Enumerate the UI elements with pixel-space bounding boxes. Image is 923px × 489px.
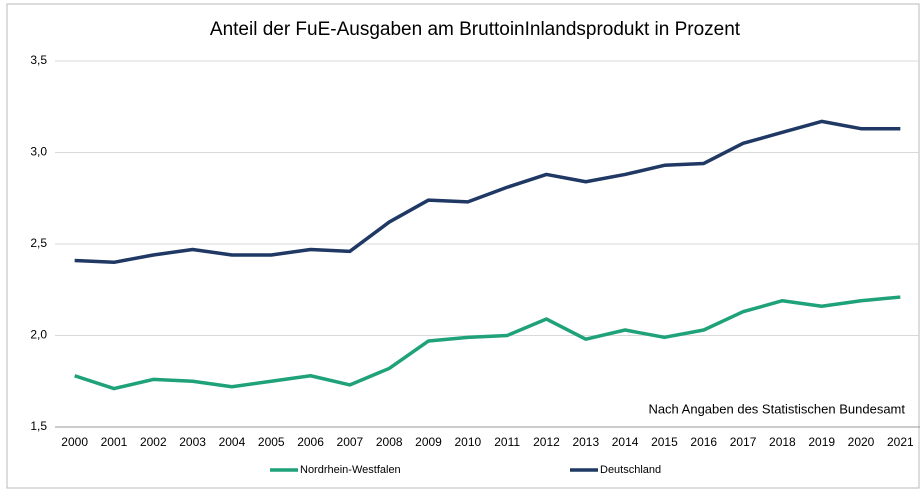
x-tick-label: 2014 [612,435,639,449]
x-tick-label: 2016 [690,435,717,449]
y-tick-label: 2,0 [30,328,47,342]
x-tick-label: 2012 [533,435,560,449]
x-tick-label: 2006 [297,435,324,449]
x-tick-label: 2008 [376,435,403,449]
x-tick-label: 2021 [887,435,914,449]
y-tick-label: 3,0 [30,145,47,159]
x-tick-label: 2005 [258,435,285,449]
x-tick-label: 2000 [61,435,88,449]
x-tick-label: 2011 [494,435,520,449]
series-line [74,295,901,391]
y-tick-label: 1,5 [30,419,47,433]
x-tick-label: 2019 [808,435,835,449]
series-line [74,119,901,265]
chart-frame [6,3,920,489]
x-tick-label: 2010 [454,435,481,449]
legend-label: Deutschland [600,464,661,476]
x-tick-label: 2013 [572,435,599,449]
x-tick-label: 2017 [730,435,757,449]
x-tick-label: 2018 [769,435,796,449]
x-tick-label: 2009 [415,435,442,449]
annotation: Nach Angaben des Statistischen Bundesamt [648,401,905,416]
x-tick-label: 2015 [651,435,678,449]
x-tick-label: 2004 [219,435,246,449]
y-tick-label: 2,5 [30,236,47,250]
chart-title: Anteil der FuE-Ausgaben am BruttoinInlan… [210,19,741,40]
y-tick-label: 3,5 [30,53,47,67]
legend-label: Nordrhein-Westfalen [300,464,401,476]
x-tick-label: 2007 [337,435,364,449]
x-tick-label: 2001 [101,435,128,449]
x-tick-label: 2002 [140,435,167,449]
x-tick-label: 2020 [848,435,875,449]
x-tick-label: 2003 [179,435,206,449]
